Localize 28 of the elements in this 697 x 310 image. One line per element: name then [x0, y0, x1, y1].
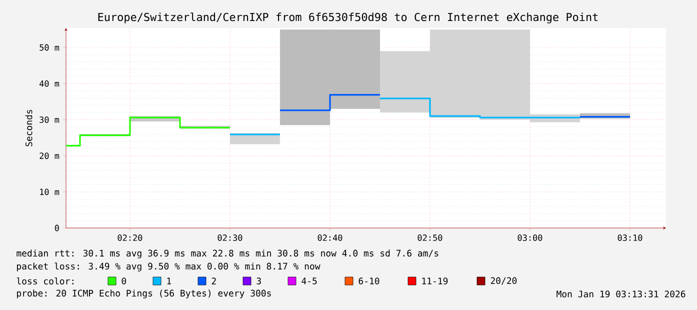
line-series [66, 116, 231, 146]
legend-label: 11-19 [422, 278, 448, 284]
x-tick-label: 02:30 [218, 234, 242, 241]
y-tick-label: 20 m [40, 152, 60, 160]
y-tick-label: 40 m [40, 80, 60, 87]
legend-title: loss color: [16, 278, 74, 284]
legend-label: 2 [212, 278, 216, 284]
y-tick-label: 30 m [40, 116, 60, 123]
text: median rtt: 30.1 ms avg 36.9 ms max 22.8 ms min 30.8 ms now 4.0 ms sd 7.6 am/s [16, 250, 438, 258]
y-axis-title: Seconds [25, 110, 32, 146]
x-tick-label: 03:10 [618, 234, 642, 241]
legend-label: 20/20 [490, 277, 517, 285]
text: Mon Jan 19 03:13:31 2026 [556, 290, 686, 298]
chart-title: Europe/Switzerland/CernIXP from 6f6530f50d98 to Cern Internet eXchange Point [98, 12, 598, 24]
y-tick-label: 0 [54, 224, 59, 232]
legend-label: 3 [256, 278, 261, 284]
legend-label: 4-5 [302, 278, 317, 284]
legend-label: 1 [167, 278, 171, 284]
text: probe: 20 ICMP Echo Pings (56 Bytes) every 300s [17, 290, 271, 298]
x-tick-label: 02:50 [418, 234, 442, 241]
x-tick-label: 02:20 [118, 234, 142, 241]
text: packet loss: 3.49 % avg 9.50 % max 0.00 % min 8.17 % now [17, 262, 320, 272]
legend-label: 6-10 [358, 278, 380, 284]
x-tick-label: 03:00 [518, 234, 542, 241]
legend-label: 0 [122, 278, 126, 284]
x-tick-label: 02:40 [318, 234, 342, 241]
y-tick-label: 50 m [40, 44, 60, 51]
y-tick-label: 10 m [40, 188, 60, 196]
